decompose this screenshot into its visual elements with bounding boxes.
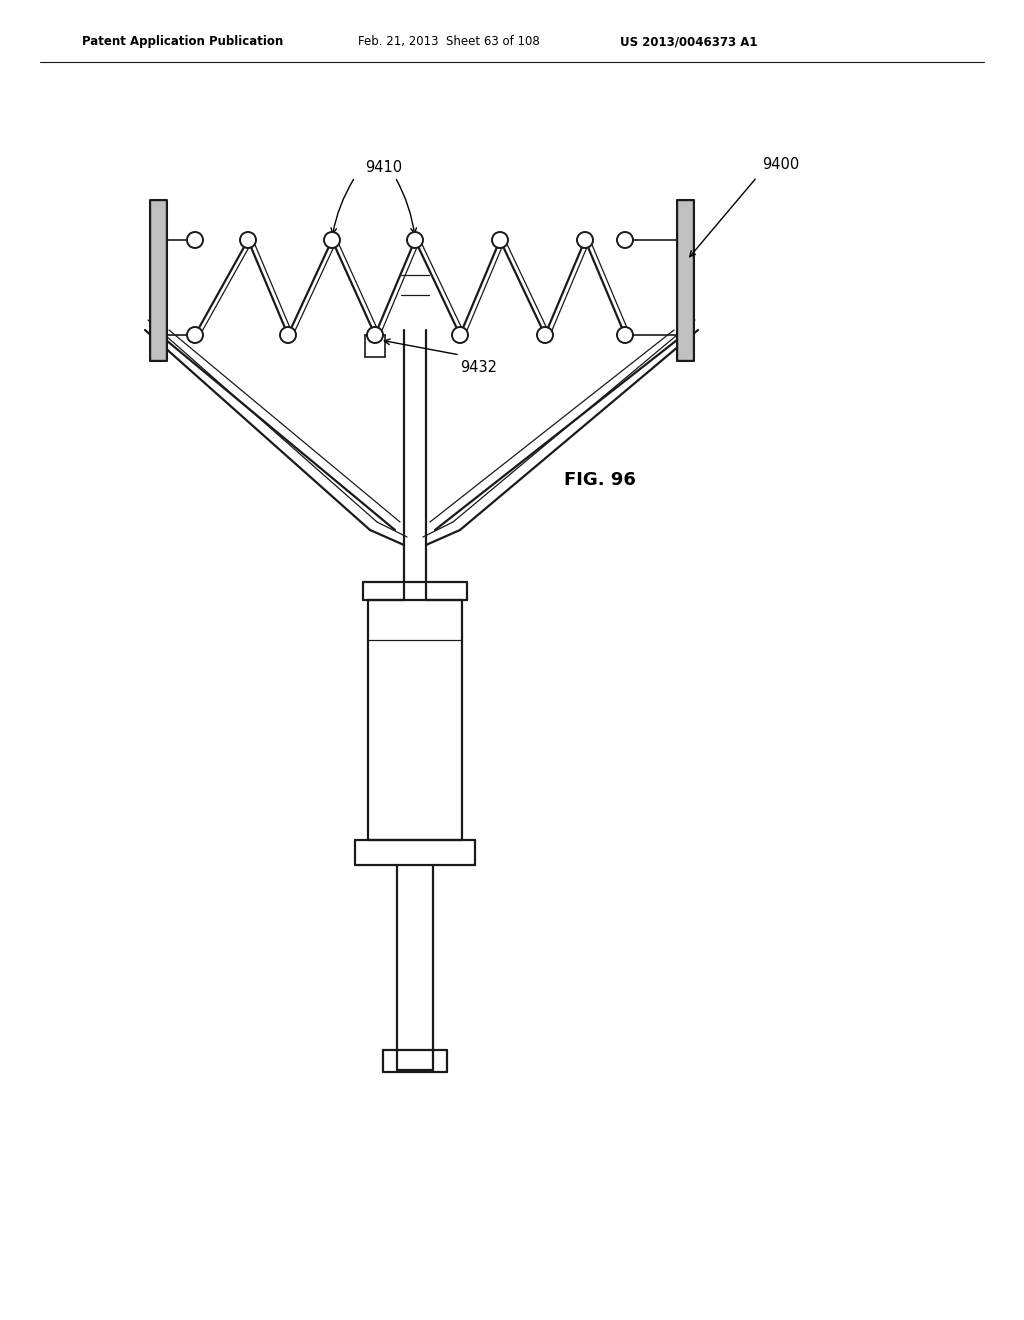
Bar <box>677 201 693 360</box>
Text: Patent Application Publication: Patent Application Publication <box>82 36 284 49</box>
Circle shape <box>367 327 383 343</box>
Text: Feb. 21, 2013  Sheet 63 of 108: Feb. 21, 2013 Sheet 63 of 108 <box>358 36 540 49</box>
Bar <box>150 201 166 360</box>
Circle shape <box>537 327 553 343</box>
Text: FIG. 96: FIG. 96 <box>564 471 636 488</box>
Circle shape <box>492 232 508 248</box>
Circle shape <box>617 232 633 248</box>
Text: US 2013/0046373 A1: US 2013/0046373 A1 <box>620 36 758 49</box>
Circle shape <box>407 232 423 248</box>
Text: 9400: 9400 <box>762 157 800 172</box>
Circle shape <box>240 232 256 248</box>
Text: 9410: 9410 <box>365 160 402 176</box>
Circle shape <box>187 232 203 248</box>
Circle shape <box>617 327 633 343</box>
Circle shape <box>324 232 340 248</box>
Circle shape <box>577 232 593 248</box>
Circle shape <box>280 327 296 343</box>
Circle shape <box>452 327 468 343</box>
Text: 9432: 9432 <box>460 360 497 375</box>
Circle shape <box>187 327 203 343</box>
